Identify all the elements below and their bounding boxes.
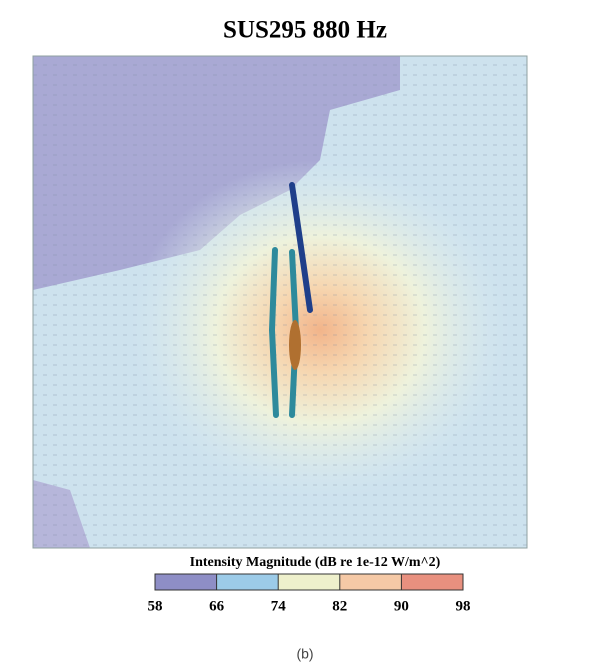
- plot-frame: [32, 55, 528, 549]
- colorbar-band: [339, 574, 402, 590]
- colorbar-frame: [154, 573, 464, 591]
- colorbar-band: [155, 574, 217, 590]
- colorbar-band: [401, 574, 463, 590]
- colorbar-tick-label: 58: [148, 598, 163, 614]
- colorbar-band: [216, 574, 279, 590]
- colorbar-tick-label: 74: [271, 598, 287, 614]
- colorbar-tick-label: 82: [332, 598, 347, 614]
- colorbar-tick-label: 90: [394, 598, 409, 614]
- chart-title: SUS295 880 Hz: [223, 17, 387, 44]
- colorbar-band: [278, 574, 340, 590]
- caption: (b): [296, 646, 313, 662]
- colorbar-tick-label: 66: [209, 598, 225, 614]
- intensity-field: [33, 56, 527, 548]
- colorbar-label: Intensity Magnitude (dB re 1e-12 W/m^2): [190, 555, 441, 570]
- colorbar-tick-label: 98: [456, 598, 471, 614]
